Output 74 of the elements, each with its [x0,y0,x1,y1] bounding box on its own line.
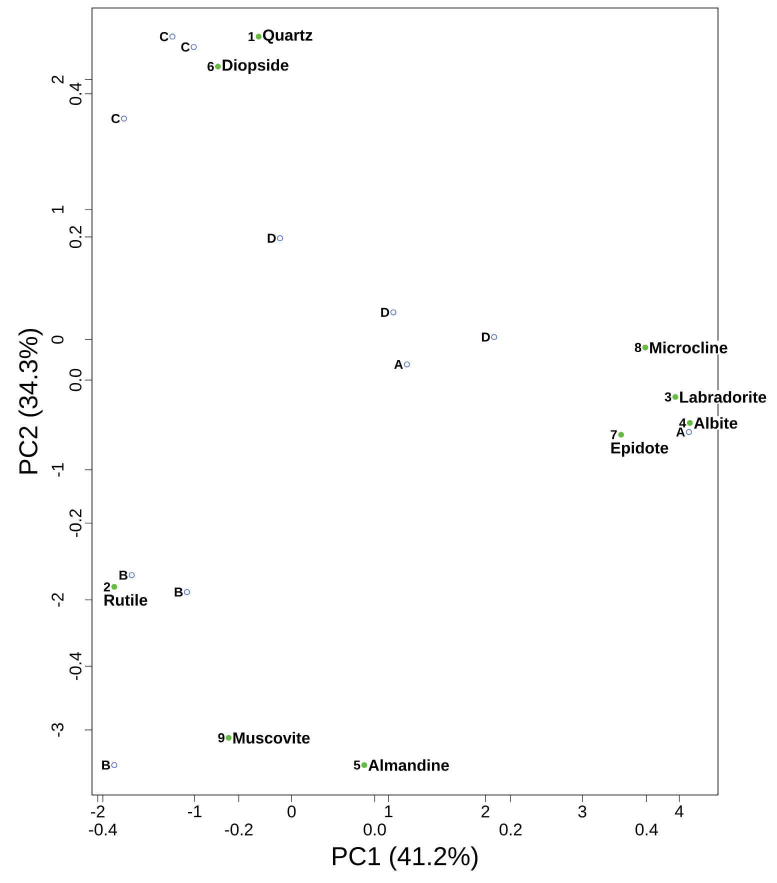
point [618,432,624,438]
point [404,361,410,368]
annotation: Quartz [263,29,312,44]
annotation: B [174,588,183,597]
y-axis-title: PC2 (34.3%) [18,329,43,474]
y2-tick-label: -0.4 [69,652,82,680]
annotation: Almandine [368,759,449,771]
x2-tick-label: -0.2 [224,824,253,836]
point [361,762,368,768]
annotation: A [676,428,685,437]
point [111,762,118,768]
annotation: Epidote [611,442,668,457]
x-axis-title: PC1 (41.2%) [332,846,478,870]
annotation: Albite [694,417,738,429]
y-tick-label: 2 [52,76,64,84]
annotation: Rutile [104,594,148,606]
x2-tick-label: -0.4 [89,824,117,836]
x-tick-label: 3 [578,806,586,818]
annotation: 5 [354,760,360,770]
x-tick-label: 0 [288,806,296,818]
annotation: 8 [634,342,642,352]
annotation: 2 [104,582,110,592]
y-tick-label: -3 [51,723,64,737]
x2-tick-label: 0.2 [500,824,522,836]
x-tick-label: 4 [674,806,684,818]
point [642,344,648,350]
annotation: B [102,760,110,770]
point [226,734,232,741]
y2-tick-label: -0.2 [69,509,82,537]
annotation: D [381,308,390,317]
point [390,309,396,316]
point [190,44,197,50]
y2-tick-label: 0.4 [69,82,82,105]
annotation: C [111,114,120,124]
annotation: 6 [208,62,214,72]
annotation: 3 [664,392,672,402]
point [672,394,678,400]
point [184,589,190,596]
y2-tick-label: 0.0 [69,368,82,392]
y-tick-label: 0 [51,336,64,344]
annotation: D [482,332,490,342]
point [121,116,127,122]
annotation: C [160,32,168,42]
annotation: Labradorite [680,391,766,403]
point [256,34,262,40]
point [277,235,283,242]
annotation: 4 [679,418,686,428]
x-tick-label: -2 [91,806,104,818]
point [215,64,221,70]
annotation: Diopside [222,59,288,74]
y2-tick-label: 0.2 [69,226,82,248]
annotation: 1 [248,32,255,42]
point [491,334,498,340]
point [111,584,118,590]
x2-tick-label: 0.0 [364,824,386,836]
annotation: 7 [610,430,617,440]
annotation: D [268,234,276,243]
x-tick-label: 2 [482,806,490,818]
y-tick-label: 1 [52,206,64,214]
annotation: 9 [218,733,224,742]
annotation: Microcline [650,342,728,354]
annotation: C [181,42,190,52]
point [169,34,176,40]
x-tick-label: -1 [188,806,202,818]
y-tick-label: -1 [52,463,64,477]
annotation: B [120,570,128,580]
point [686,429,692,435]
point [686,420,693,426]
x-tick-label: 1 [385,806,392,818]
y-tick-label: -2 [52,593,64,607]
point [128,572,135,578]
annotation: A [394,360,403,369]
x2-tick-label: 0.4 [636,824,658,836]
annotation: Muscovite [233,732,310,744]
